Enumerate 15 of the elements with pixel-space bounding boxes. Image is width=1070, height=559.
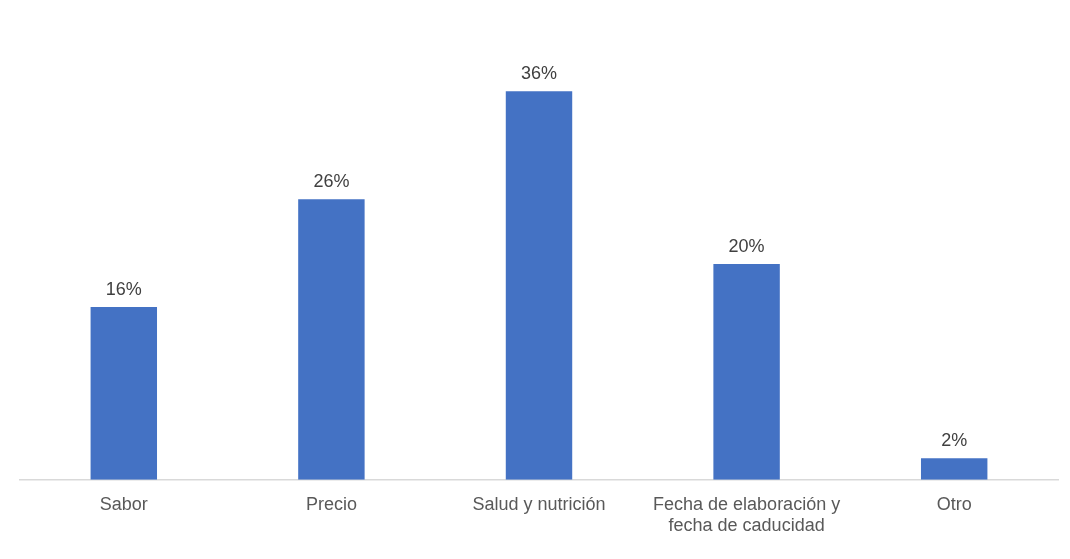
data-label: 36% (520, 63, 558, 84)
x-tick-label: Sabor (99, 493, 148, 514)
data-label: 26% (313, 171, 350, 192)
bar (713, 263, 780, 480)
x-tick-label: Precio (305, 493, 357, 514)
x-tick-label: Fecha de elaboración y fecha de caducidad (653, 493, 841, 536)
bar (298, 199, 365, 480)
data-label: 20% (728, 235, 765, 256)
x-tick-label: Otro (936, 493, 972, 514)
data-label: 16% (105, 279, 142, 300)
bar (90, 307, 158, 480)
bar (920, 458, 988, 480)
bar (505, 91, 573, 480)
data-label: 2% (941, 430, 968, 451)
x-tick-label: Salud y nutrición (472, 493, 606, 514)
